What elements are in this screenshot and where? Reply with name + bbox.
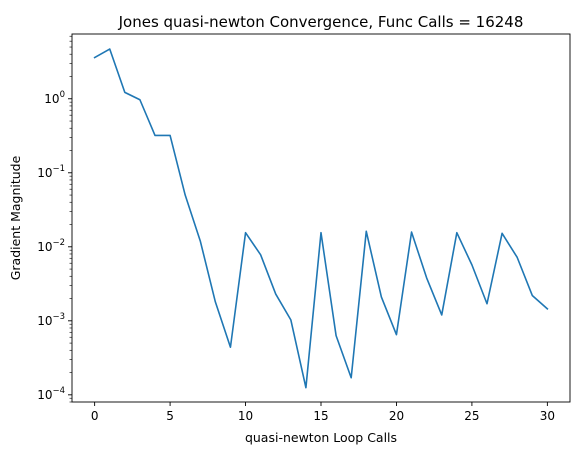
x-tick-label: 15 bbox=[313, 409, 328, 423]
series-line bbox=[93, 48, 549, 389]
y-tick-label: 10−2 bbox=[37, 238, 65, 254]
x-axis-ticks: 0 5 10 15 20 25 30 bbox=[91, 402, 555, 423]
y-axis-ticks: 10−4 10−3 10−2 10−1 100 bbox=[37, 35, 72, 403]
x-tick-label: 10 bbox=[238, 409, 253, 423]
chart-title: Jones quasi-newton Convergence, Func Cal… bbox=[118, 13, 524, 31]
x-tick-label: 5 bbox=[166, 409, 174, 423]
x-tick-label: 20 bbox=[389, 409, 404, 423]
x-axis-label: quasi-newton Loop Calls bbox=[245, 430, 397, 445]
plot-frame bbox=[71, 33, 571, 403]
x-tick-label: 25 bbox=[464, 409, 479, 423]
y-tick-label: 10−4 bbox=[37, 386, 65, 402]
x-tick-label: 0 bbox=[91, 409, 99, 423]
y-tick-label: 100 bbox=[44, 90, 65, 106]
y-tick-label: 10−1 bbox=[37, 164, 65, 180]
y-axis-label: Gradient Magnitude bbox=[8, 155, 23, 280]
x-tick-label: 30 bbox=[540, 409, 555, 423]
y-tick-label: 10−3 bbox=[37, 312, 65, 328]
